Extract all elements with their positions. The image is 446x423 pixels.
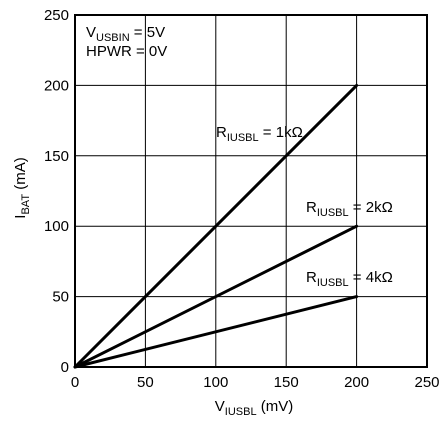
y-tick-label: 250 [44,7,69,24]
x-tick-label: 0 [71,374,79,391]
condition-hpwr: HPWR = 0V [86,43,167,60]
x-tick-label: 50 [137,374,154,391]
series-label-4k: RIUSBL = 4kΩ [306,269,393,289]
x-tick-label: 250 [414,374,439,391]
x-tick-label: 200 [344,374,369,391]
series-label-2k: RIUSBL = 2kΩ [306,199,393,219]
x-axis-label: VIUSBL (mV) [215,398,293,418]
x-tick-labels: 0 50 100 150 200 250 [71,374,440,391]
series-line-0 [73,83,359,369]
grid [75,15,427,367]
y-axis-label: IBAT (mA) [12,157,32,218]
series-line-1 [73,224,359,369]
x-tick-label: 150 [274,374,299,391]
y-tick-label: 200 [44,77,69,94]
y-tick-label: 150 [44,148,69,165]
series-label-1k: RIUSBL = 1kΩ [216,124,303,144]
y-tick-label: 50 [52,289,69,306]
y-tick-label: 0 [61,359,69,376]
series-line-2 [73,295,359,369]
x-tick-label: 100 [203,374,228,391]
condition-vusbin: VUSBIN = 5V [86,24,165,44]
y-tick-labels: 0 50 100 150 200 250 [44,7,69,376]
y-tick-label: 100 [44,218,69,235]
series-lines [73,83,359,369]
plot-frame [74,14,428,368]
